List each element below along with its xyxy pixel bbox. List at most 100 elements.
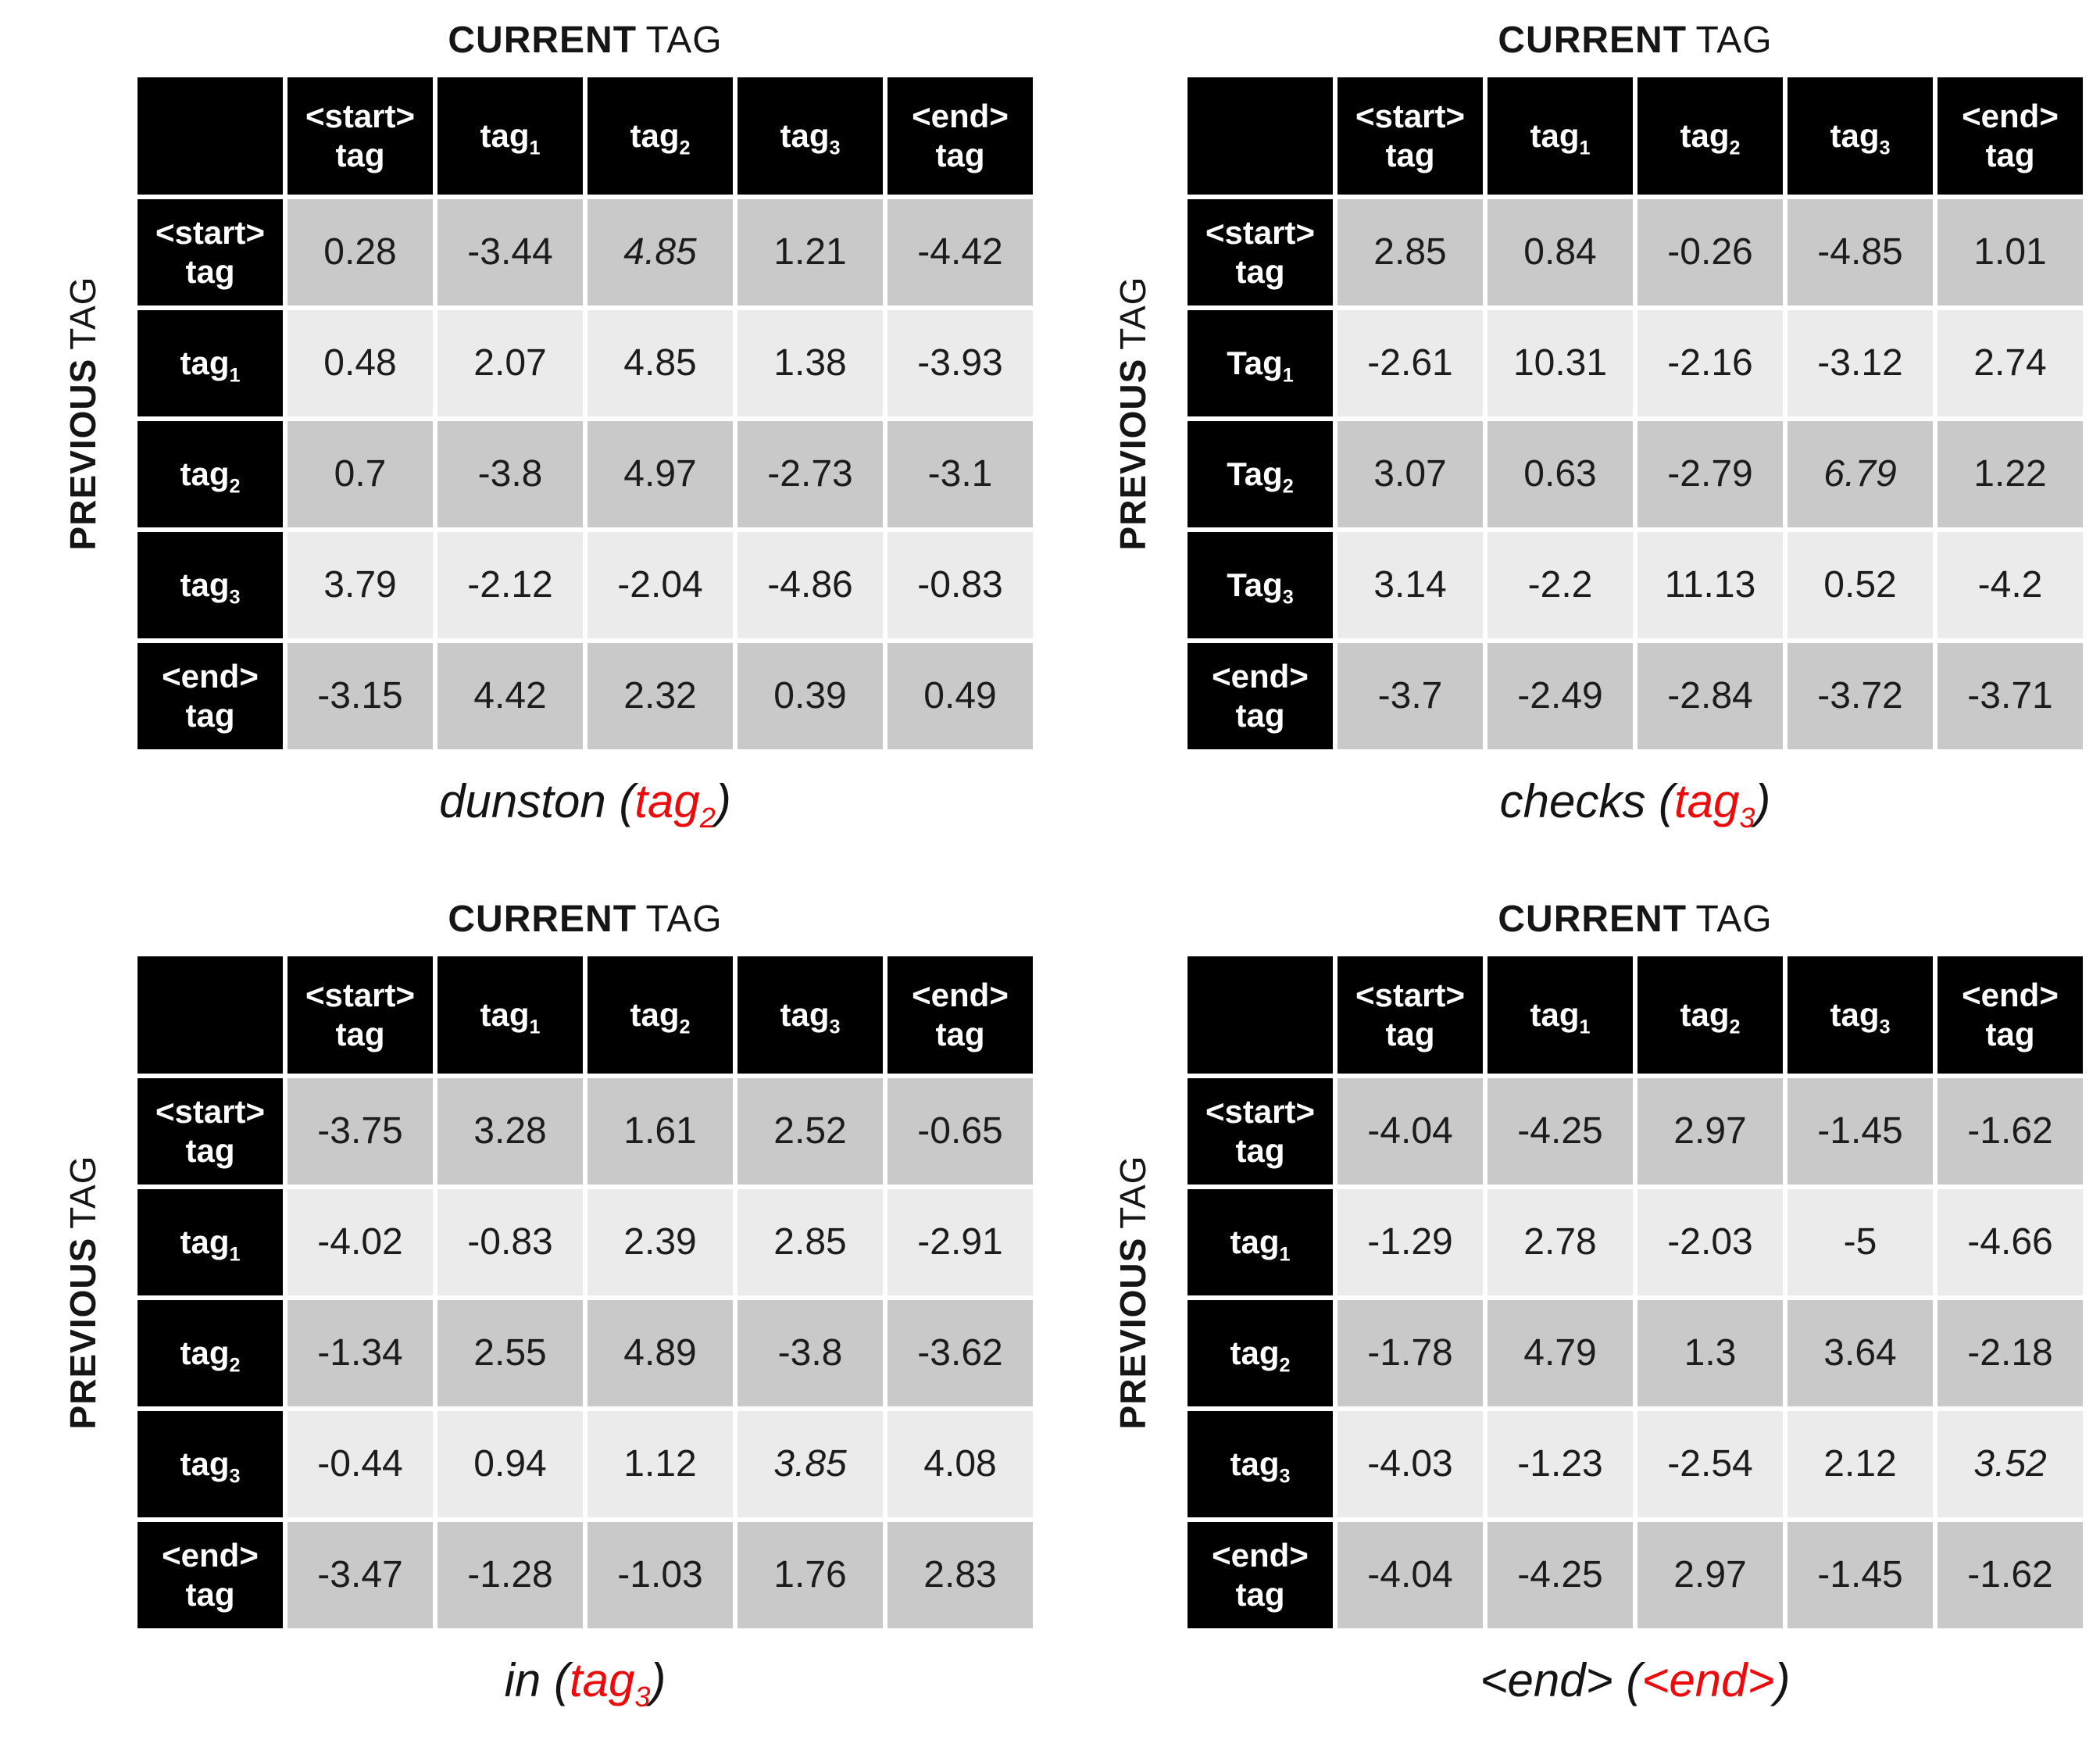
axis-word-tag: TAG [62,1155,103,1229]
corner-cell [1188,77,1333,195]
matrix-cell-r1c4: -4.66 [1938,1188,2083,1295]
matrix-cell-r0c2: 4.85 [588,198,733,306]
row-header-3: tag3 [1188,1410,1333,1517]
matrix-cell-r3c3: 3.85 [738,1410,883,1517]
column-header-3: tag3 [738,77,883,195]
matrix-cell-r2c3: -2.73 [738,420,883,527]
transition-matrix-end: <start> tag tag1 tag2 tag3 <end> tag <start> tag… [1183,952,2088,1633]
header-row: <start> tag tag1 tag2 tag3 <end> tag [138,77,1033,195]
matrix-cell-r1c0: 0.48 [288,309,433,416]
header-row: <start> tag tag1 tag2 tag3 <end> tag [1188,956,2083,1074]
matrix-cell-r2c3: 3.64 [1788,1299,1933,1406]
row-header-0: <start> tag [1188,198,1333,306]
column-header-4: <end> tag [1938,956,2083,1074]
corner-cell [138,956,283,1074]
column-header-3: tag3 [1788,956,1933,1074]
matrix-cell-r2c1: 4.79 [1488,1299,1633,1406]
matrix-cell-r2c0: 3.07 [1338,420,1483,527]
matrix-cell-r2c2: 1.3 [1638,1299,1783,1406]
column-header-2: tag2 [1638,77,1783,195]
previous-tag-axis-label: PREVIOUS TAG [1083,73,1183,754]
axis-word-tag: TAG [645,899,723,940]
header-row: <start> tag tag1 tag2 tag3 <end> tag [1188,77,2083,195]
column-header-1: tag1 [438,956,583,1074]
matrix-row-4: <end> tag -4.04 -4.25 2.97 -1.45 -1.62 [1188,1521,2083,1628]
matrix-cell-r4c0: -3.15 [288,642,433,749]
row-header-2: tag2 [138,420,283,527]
column-header-2: tag2 [588,956,733,1074]
matrix-cell-r2c1: 2.55 [438,1299,583,1406]
matrix-cell-r4c1: 4.42 [438,642,583,749]
matrix-row-4: <end> tag -3.47 -1.28 -1.03 1.76 2.83 [138,1521,1033,1628]
matrix-row-0: <start> tag -3.75 3.28 1.61 2.52 -0.65 [138,1077,1033,1185]
row-header-3: tag3 [138,1410,283,1517]
matrix-cell-r0c3: 1.21 [738,198,883,306]
matrix-row-0: <start> tag 0.28 -3.44 4.85 1.21 -4.42 [138,198,1033,306]
matrix-cell-r4c0: -3.7 [1338,642,1483,749]
matrix-cell-r1c0: -2.61 [1338,309,1483,416]
matrix-cell-r0c2: 2.97 [1638,1077,1783,1185]
column-header-0: <start> tag [288,77,433,195]
row-header-1: tag1 [1188,1188,1333,1295]
table-caption-dunston: dunston (tag2) [439,774,731,834]
matrix-row-2: tag2 -1.78 4.79 1.3 3.64 -2.18 [1188,1299,2083,1406]
axis-word-tag: TAG [1112,1155,1153,1229]
matrix-cell-r4c4: -3.71 [1938,642,2083,749]
matrix-row-4: <end> tag -3.7 -2.49 -2.84 -3.72 -3.71 [1188,642,2083,749]
header-row: <start> tag tag1 tag2 tag3 <end> tag [138,956,1033,1074]
column-header-3: tag3 [738,956,883,1074]
matrix-cell-r2c0: 0.7 [288,420,433,527]
axis-word-previous: PREVIOUS [62,1237,103,1430]
transition-matrix-dunston: <start> tag tag1 tag2 tag3 <end> tag <start> tag… [133,73,1038,754]
matrix-cell-r2c1: -3.8 [438,420,583,527]
column-header-2: tag2 [588,77,733,195]
axis-word-current: CURRENT [448,899,638,940]
matrix-cell-r4c1: -1.28 [438,1521,583,1628]
matrix-cell-r0c0: 2.85 [1338,198,1483,306]
axis-word-tag: TAG [645,20,723,61]
matrix-row-3: tag3 3.79 -2.12 -2.04 -4.86 -0.83 [138,531,1033,638]
table-caption-checks: checks (tag3) [1499,774,1771,834]
matrix-cell-r3c0: 3.14 [1338,531,1483,638]
matrix-cell-r2c3: -3.8 [738,1299,883,1406]
column-header-4: <end> tag [888,956,1033,1074]
matrix-cell-r0c4: -1.62 [1938,1077,2083,1185]
matrix-cell-r2c0: -1.78 [1338,1299,1483,1406]
matrix-cell-r0c0: -3.75 [288,1077,433,1185]
matrix-cell-r2c1: 0.63 [1488,420,1633,527]
axis-word-tag: TAG [1695,20,1773,61]
table-area: PREVIOUSTAG <start> tag tag1 tag2 tag3 <end> t… [33,73,1050,754]
matrix-cell-r3c2: 11.13 [1638,531,1783,638]
previous-tag-axis-label: PREVIOUS TAG [1083,952,1183,1633]
matrix-row-3: Tag3 3.14 -2.2 11.13 0.52 -4.2 [1188,531,2083,638]
matrix-cell-r3c4: 3.52 [1938,1410,2083,1517]
column-header-1: tag1 [1488,77,1633,195]
column-header-1: tag1 [1488,956,1633,1074]
matrix-row-1: tag1 -1.29 2.78 -2.03 -5 -4.66 [1188,1188,2083,1295]
matrix-cell-r1c4: 2.74 [1938,309,2083,416]
matrix-cell-r0c0: -4.04 [1338,1077,1483,1185]
matrix-cell-r1c4: -3.93 [888,309,1033,416]
matrix-cell-r2c4: -3.62 [888,1299,1033,1406]
matrix-cell-r1c1: -0.83 [438,1188,583,1295]
column-header-4: <end> tag [888,77,1033,195]
matrix-cell-r4c3: -3.72 [1788,642,1933,749]
matrix-cell-r3c0: 3.79 [288,531,433,638]
matrix-cell-r4c3: 0.39 [738,642,883,749]
matrix-cell-r3c0: -4.03 [1338,1410,1483,1517]
row-header-1: tag1 [138,1188,283,1295]
matrix-cell-r0c2: -0.26 [1638,198,1783,306]
matrix-cell-r1c2: 4.85 [588,309,733,416]
matrix-cell-r3c2: -2.04 [588,531,733,638]
matrix-cell-r1c0: -4.02 [288,1188,433,1295]
matrix-row-2: tag2 -1.34 2.55 4.89 -3.8 -3.62 [138,1299,1033,1406]
matrix-row-1: tag1 0.48 2.07 4.85 1.38 -3.93 [138,309,1033,416]
matrix-cell-r0c4: 1.01 [1938,198,2083,306]
matrix-cell-r3c3: 0.52 [1788,531,1933,638]
panel-in: CURRENT TAG PREVIOUSTAG <start> tag tag1 tag… [0,879,1050,1758]
table-area: PREVIOUS TAG <start> tag tag1 tag2 tag3 <end> t… [33,952,1050,1633]
axis-word-current: CURRENT [1498,20,1688,61]
matrix-cell-r3c4: -0.83 [888,531,1033,638]
matrix-cell-r4c3: 1.76 [738,1521,883,1628]
row-header-2: tag2 [138,1299,283,1406]
